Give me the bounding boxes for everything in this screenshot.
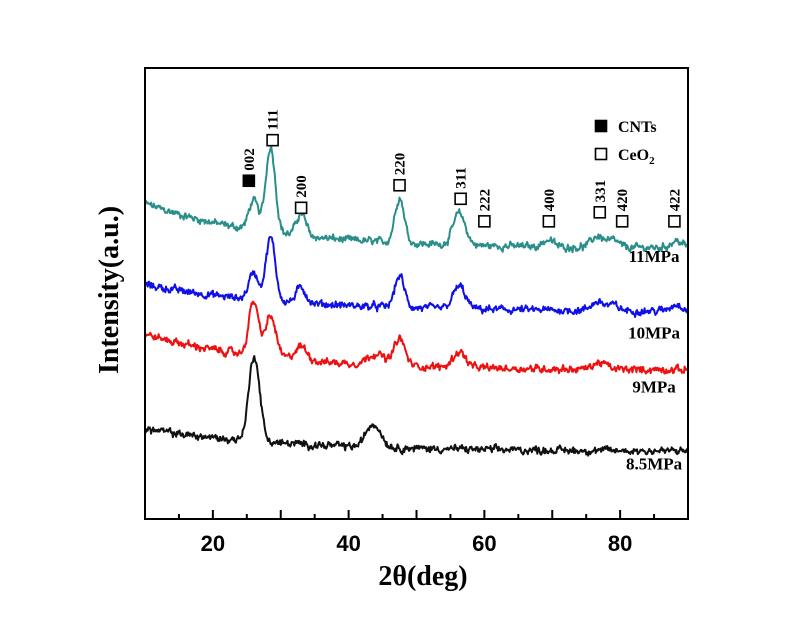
legend-label: CNTs [618,119,657,136]
x-tick-label: 60 [472,531,496,556]
series-label: 9MPa [632,378,676,397]
x-axis-title: 2θ(deg) [378,561,467,592]
peak-label: 311 [454,167,470,189]
series-line-8-5mpa [144,355,689,457]
cnt-peak-marker [242,174,256,188]
ticks-layer: 20 40 60 80 [177,510,656,556]
x-tick-label: 40 [336,531,360,556]
series-line-11mpa [144,145,689,254]
legend: CNTs CeO2 [594,119,657,167]
ceo2-peak-marker [668,215,681,228]
peak-label: 420 [615,189,631,212]
ceo2-peak-marker [593,206,607,219]
ceo2-peak-marker [393,178,406,192]
series-layer [144,145,689,457]
peak-label: 331 [593,180,609,203]
series-line-10mpa [144,235,689,319]
y-axis-title: Intensity(a.u.) [94,206,125,374]
ceo2-peak-marker [454,192,467,206]
ceo2-peak-marker [542,215,556,228]
legend-label: CeO2 [618,147,655,167]
x-tick-label: 80 [608,531,632,556]
legend-filled-square-icon [594,119,608,133]
peak-label: 220 [393,153,409,176]
ceo2-peak-marker [294,201,308,215]
peak-label: 200 [294,175,310,198]
peak-label: 400 [542,189,558,212]
ceo2-peak-marker [615,215,629,228]
series-label: 11MPa [629,247,680,266]
annotation-layer: 002 111 200 220 311 222 400 331 420 422 11MPa 10MPa… [242,109,684,473]
plot-frame [144,67,689,520]
series-line-9mpa [144,300,689,375]
series-label: 8.5MPa [626,454,683,473]
series-label: 10MPa [628,324,680,343]
legend-open-square-icon [594,147,608,161]
peak-label: 002 [242,148,258,171]
peak-label: 222 [477,189,493,212]
ceo2-peak-marker [478,215,491,228]
x-tick-label: 20 [201,531,225,556]
peak-label: 111 [266,109,282,130]
ceo2-peak-marker [266,133,279,147]
peak-label: 422 [667,189,683,212]
